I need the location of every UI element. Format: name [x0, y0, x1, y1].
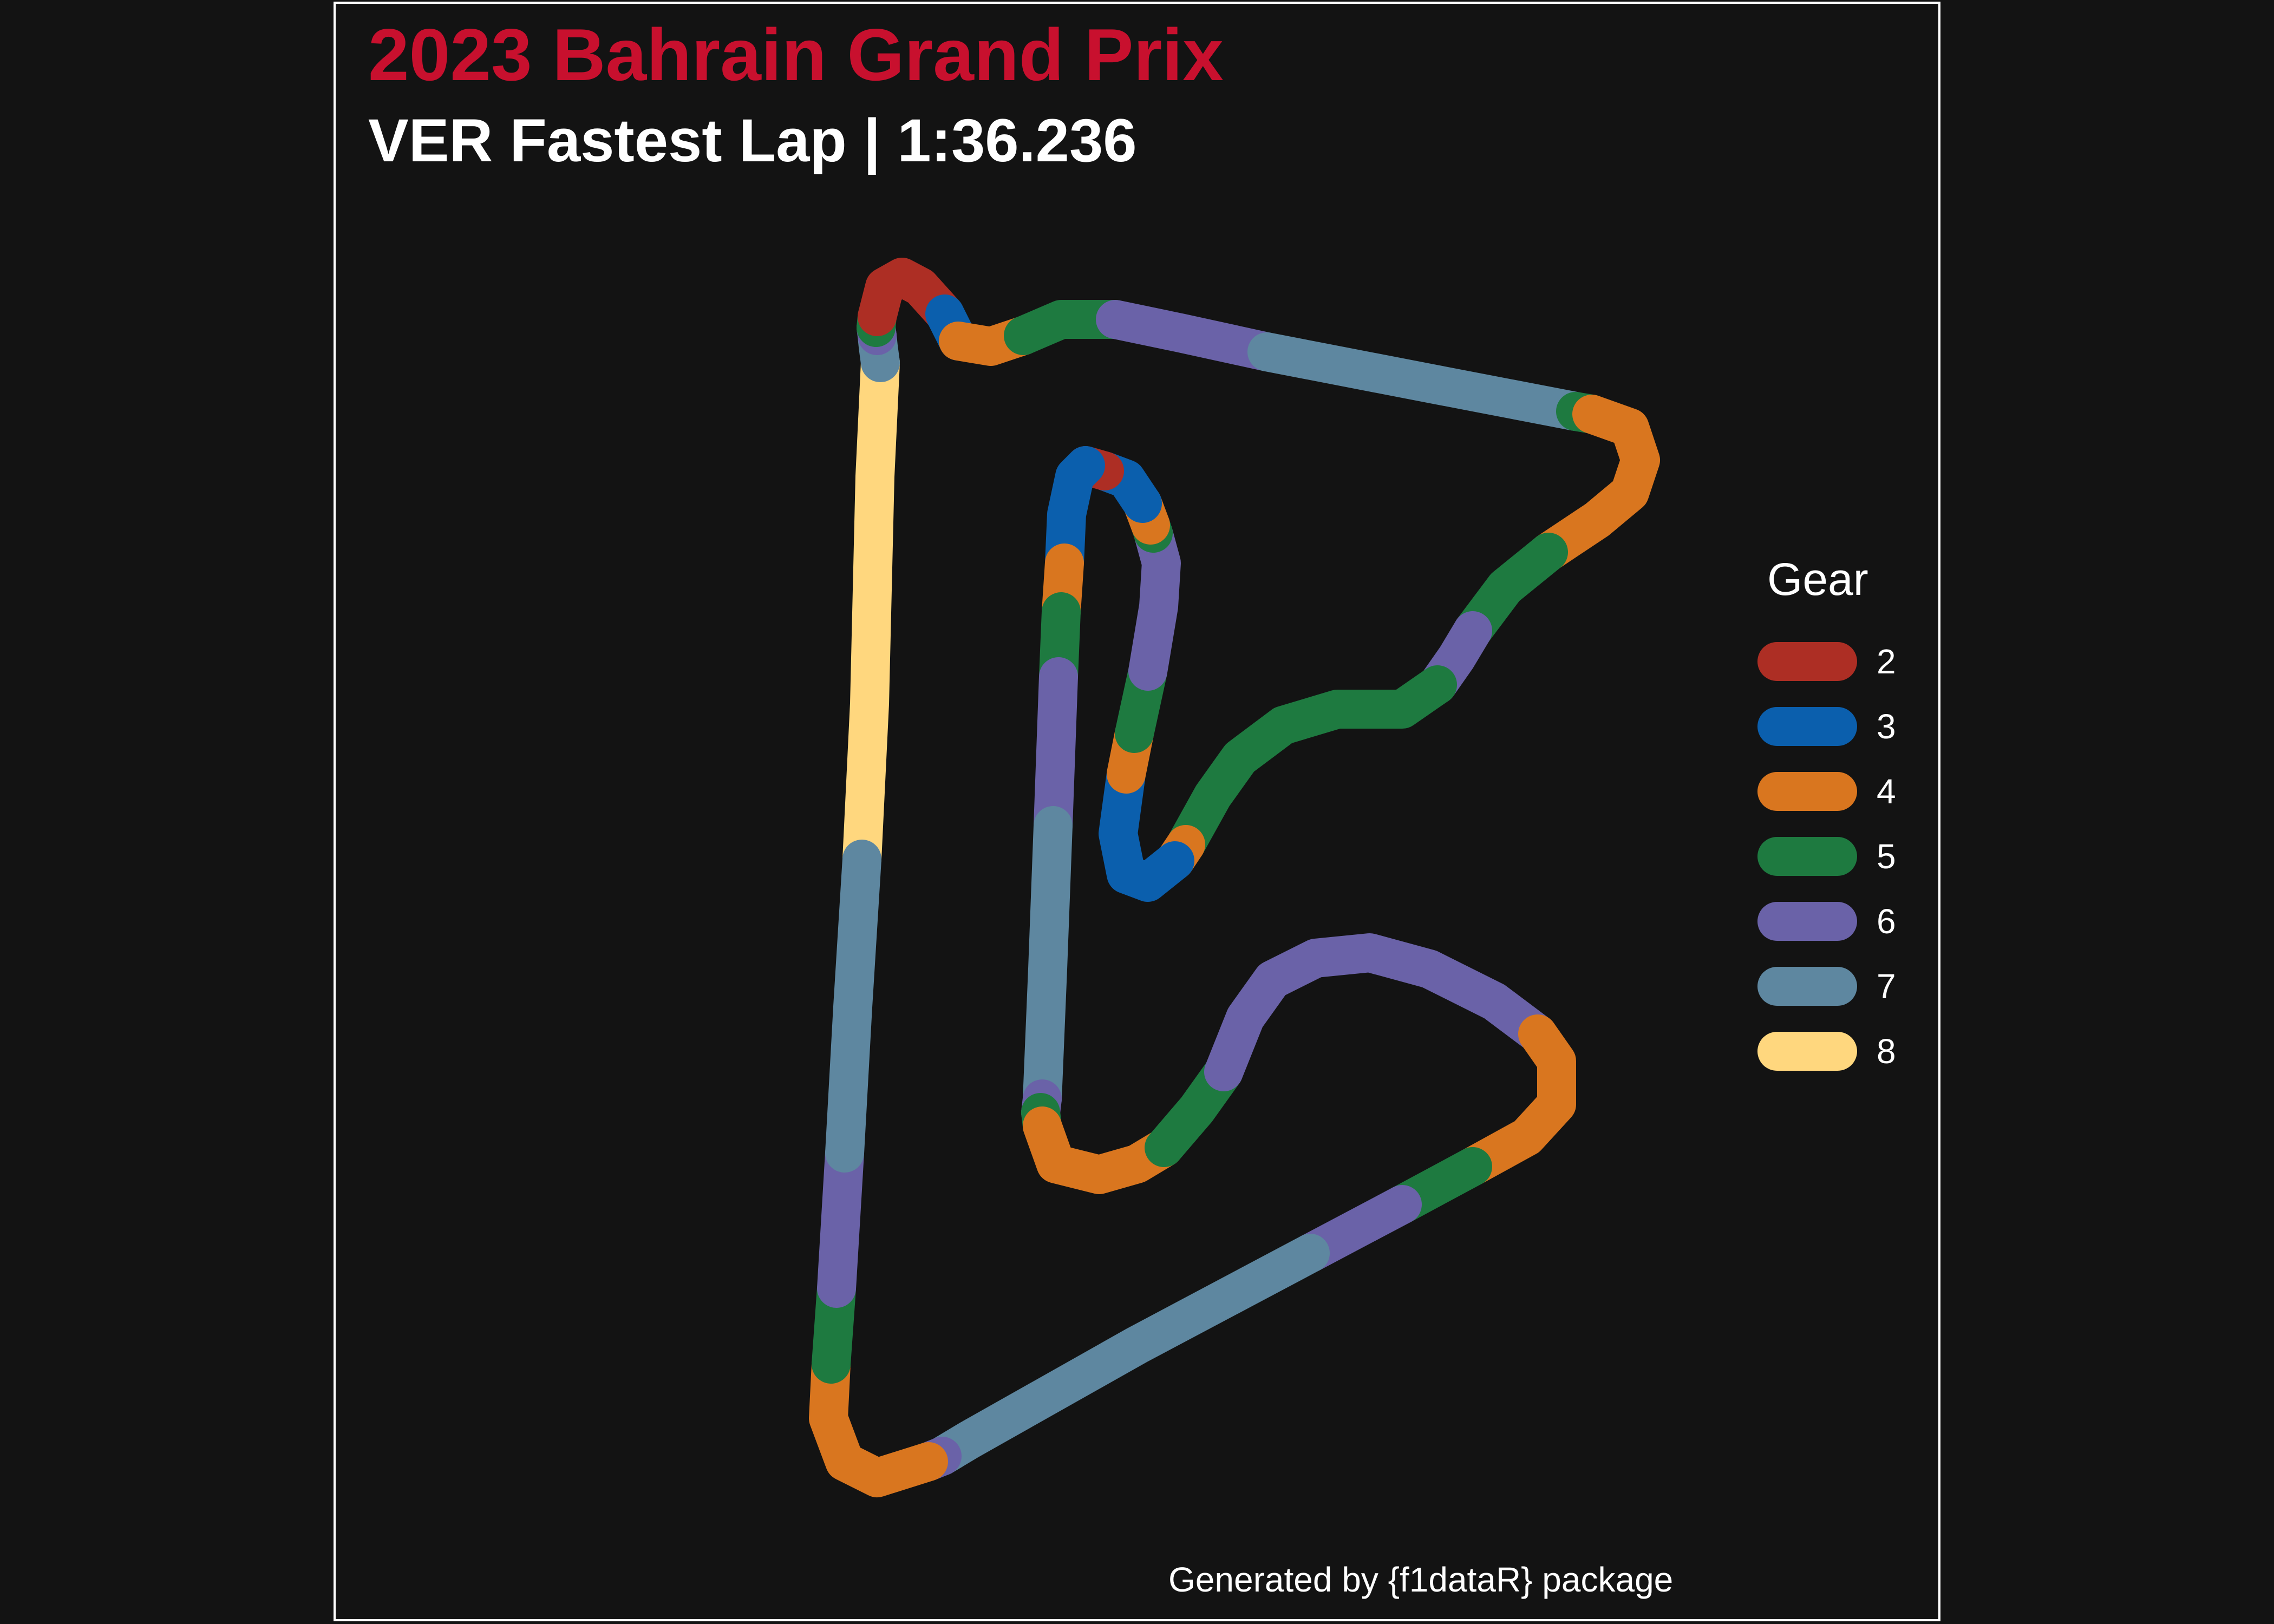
- track-segment-gear-7: [923, 1234, 1330, 1476]
- legend-key: [1757, 707, 1857, 746]
- legend-item-gear-3: 3: [1754, 687, 1917, 765]
- track-segment-gear-4: [1023, 1106, 1184, 1194]
- legend-label: 5: [1877, 837, 1896, 876]
- legend-key: [1757, 772, 1857, 811]
- track-segment-gear-7: [825, 840, 881, 1173]
- track-segment-gear-7: [1247, 332, 1595, 431]
- legend-items: 2 3 4 5 6 7 8: [1754, 623, 1917, 1090]
- track-segment-gear-5: [1166, 665, 1457, 864]
- track-segment-gear-3: [1099, 755, 1194, 902]
- track-segment-gear-7: [1023, 806, 1073, 1118]
- track-segment-gear-2: [858, 258, 964, 336]
- legend-label: 7: [1877, 967, 1896, 1006]
- legend-label: 2: [1877, 642, 1896, 681]
- legend-item-gear-2: 2: [1754, 623, 1917, 700]
- track-segment-gear-4: [809, 1345, 948, 1497]
- track-segment-gear-6: [1128, 514, 1181, 691]
- legend-item-gear-6: 6: [1754, 882, 1917, 960]
- legend-item-gear-5: 5: [1754, 817, 1917, 895]
- legend-title: Gear: [1767, 554, 1868, 605]
- track-segment-gear-3: [1045, 446, 1105, 582]
- legend-key: [1757, 837, 1857, 876]
- legend-item-gear-8: 8: [1754, 1012, 1917, 1090]
- legend-label: 3: [1877, 707, 1896, 746]
- legend-label: 4: [1877, 772, 1896, 811]
- track-segment-gear-4: [1529, 395, 1660, 572]
- legend-label: 6: [1877, 902, 1896, 941]
- chart-title: 2023 Bahrain Grand Prix: [368, 14, 1224, 96]
- legend-key: [1757, 642, 1857, 681]
- legend-item-gear-7: 7: [1754, 947, 1917, 1025]
- track-segment-gear-8: [842, 343, 900, 879]
- chart-subtitle: VER Fastest Lap | 1:36.236: [368, 107, 1137, 174]
- legend-key: [1757, 1032, 1857, 1071]
- legend-item-gear-4: 4: [1754, 752, 1917, 830]
- track-segment-gear-4: [1453, 1014, 1576, 1186]
- track-segment-gear-6: [817, 1134, 864, 1308]
- track-segment-gear-6: [1034, 657, 1078, 845]
- track-segment-gear-6: [1204, 933, 1557, 1091]
- track-segment-gear-6: [1096, 300, 1286, 371]
- gear-legend: Gear 2 3 4 5 6 7 8: [1754, 552, 1917, 1090]
- legend-key: [1757, 902, 1857, 941]
- chart-caption: Generated by {f1dataR} package: [1168, 1560, 1674, 1599]
- legend-label: 8: [1877, 1032, 1896, 1071]
- legend-key: [1757, 967, 1857, 1006]
